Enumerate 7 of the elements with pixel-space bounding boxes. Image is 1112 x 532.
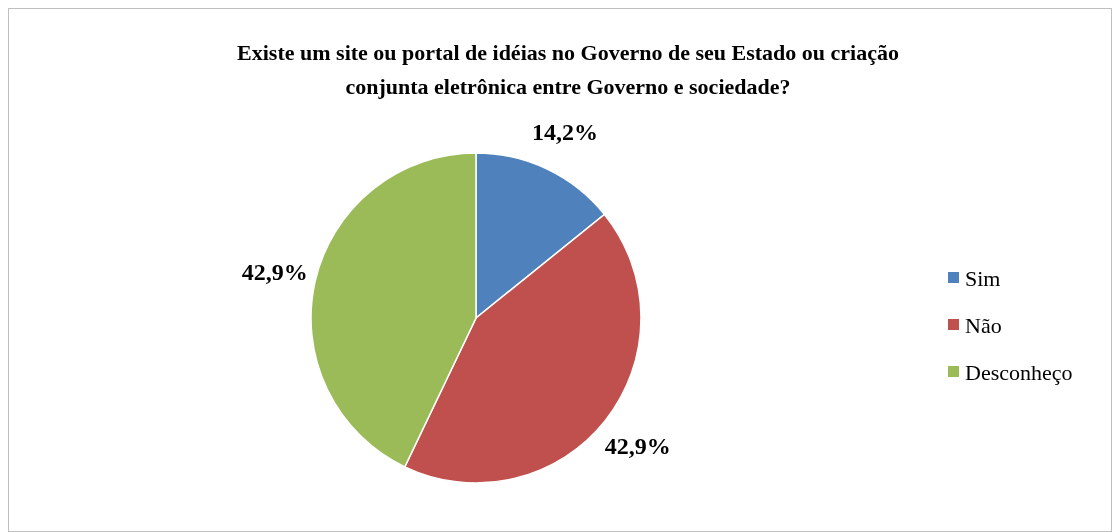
data-label: 14,2% [531, 118, 598, 145]
chart-title: Existe um site ou portal de idéias no Governo de seu Estado ou criação conjunta eletrônica entre Governo e sociedade? [237, 40, 899, 99]
legend-label: Desconheço [965, 359, 1073, 385]
data-label: 42,9% [241, 259, 308, 286]
data-label: 42,9% [604, 432, 671, 459]
legend-label: Não [965, 312, 1002, 338]
legend-label: Sim [965, 265, 1001, 291]
